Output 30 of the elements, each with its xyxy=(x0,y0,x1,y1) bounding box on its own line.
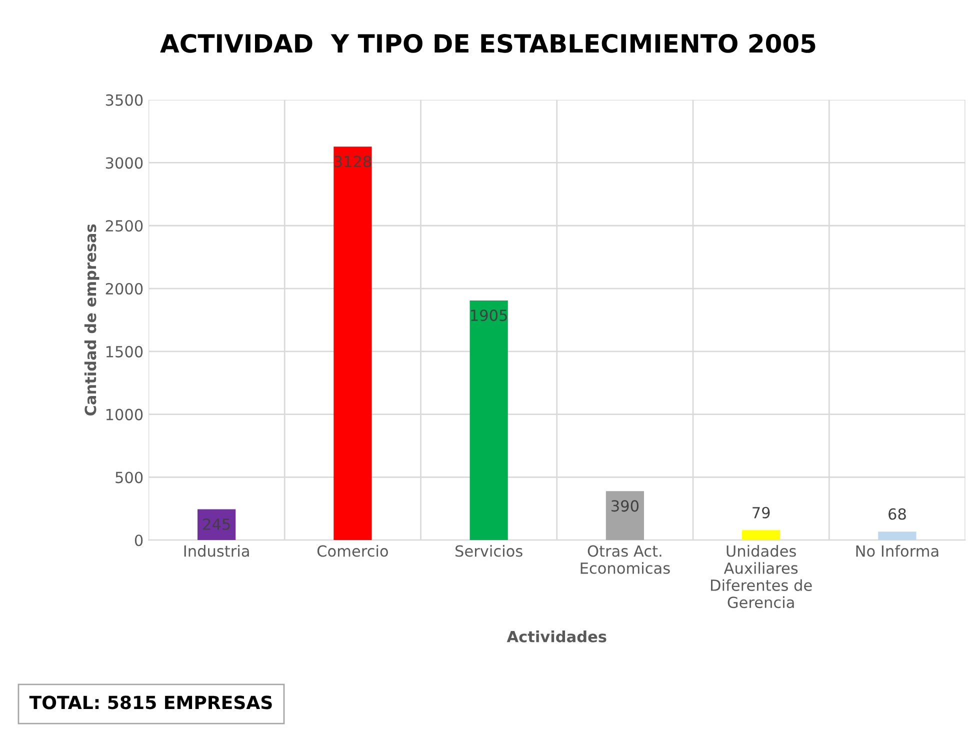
y-tick-label: 2000 xyxy=(106,282,143,295)
x-tick-label: Servicios xyxy=(456,544,522,557)
x-tick-label: Unidades Auxiliares Diferentes de Gerencia xyxy=(711,544,812,608)
y-tick-label: 1000 xyxy=(106,408,143,420)
y-tick-label: 3000 xyxy=(106,157,143,169)
x-tick-label: Comercio xyxy=(317,544,388,557)
bar xyxy=(198,509,236,540)
y-tick-label: 3500 xyxy=(106,94,143,106)
data-label: 390 xyxy=(612,500,639,512)
data-label: 245 xyxy=(203,518,230,530)
bar xyxy=(606,491,644,540)
data-label: 3128 xyxy=(334,156,372,168)
x-tick-label: No Informa xyxy=(856,544,938,557)
bar xyxy=(334,146,372,540)
data-label: 68 xyxy=(888,508,906,520)
chart-title: ACTIVIDAD Y TIPO DE ESTABLECIMIENTO 2005 xyxy=(160,34,816,53)
y-tick-label: 500 xyxy=(116,472,143,484)
y-tick-label: 1500 xyxy=(106,346,143,358)
text: TOTAL: 5815 EMPRESAS xyxy=(29,696,272,710)
y-tick-label: 0 xyxy=(134,534,143,546)
bar xyxy=(742,530,780,540)
x-axis-title: Actividades xyxy=(506,630,606,642)
x-tick-label: Otras Act. Economicas xyxy=(580,545,670,574)
bar xyxy=(878,532,916,540)
bar xyxy=(470,300,508,540)
x-tick-label: Industria xyxy=(184,544,249,557)
data-label: 1905 xyxy=(471,310,507,322)
y-tick-label: 2500 xyxy=(106,220,143,232)
data-label: 79 xyxy=(752,506,770,518)
y-axis-title: Cantidad de empresas xyxy=(84,224,100,416)
